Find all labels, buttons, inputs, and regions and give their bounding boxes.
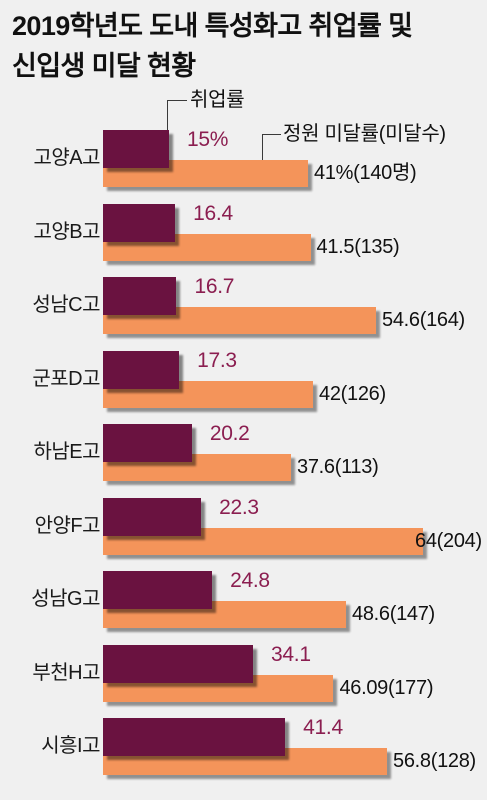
employment-bar	[103, 718, 286, 756]
shortfall-value-label: 37.6(113)	[297, 456, 379, 478]
category-label: 부천H고	[32, 661, 100, 684]
shortfall-value-label: 42(126)	[319, 382, 386, 405]
shortfall-value-label: 64(204)	[415, 529, 482, 552]
shortfall-legend-label: 정원 미달률(미달수)	[283, 123, 446, 145]
chart-row: 시흥I고 41.4 56.8(128)	[0, 716, 487, 782]
category-label: 하남E고	[33, 441, 100, 463]
employment-value-label: 41.4	[303, 716, 343, 739]
employment-bar	[103, 497, 202, 536]
chart-title-line-2: 신입생 미달 현황	[12, 51, 196, 81]
category-label: 안양F고	[34, 514, 101, 537]
chart-row: 하남E고 20.2 37.6(113)	[0, 422, 487, 488]
employment-value-label: 24.8	[230, 569, 270, 592]
shortfall-value-label: 54.6(164)	[382, 309, 465, 331]
category-label: 시흥I고	[41, 735, 100, 757]
chart-title: 2019학년도 도내 특성화고 취업률 및 신입생 미달 현황	[12, 6, 413, 86]
shortfall-value-label: 41.5(135)	[316, 235, 400, 258]
category-label: 군포D고	[32, 367, 100, 390]
shortfall-value-label: 56.8(128)	[393, 750, 476, 772]
chart-row: 안양F고 22.3 64(204)	[0, 495, 487, 562]
category-label: 고양B고	[33, 220, 100, 243]
shortfall-value-label: 46.09(177)	[339, 676, 434, 699]
shortfall-value-label: 48.6(147)	[352, 603, 435, 625]
employment-value-label: 16.7	[194, 275, 235, 298]
employment-value-label: 20.2	[209, 422, 250, 445]
employment-bar	[103, 644, 254, 683]
employment-value-label: 16.4	[193, 201, 233, 225]
shortfall-legend-leader-line	[262, 134, 281, 160]
employment-legend-label: 취업률	[190, 89, 245, 111]
employment-value-label: 17.3	[197, 348, 237, 372]
category-label: 고양A고	[33, 147, 100, 169]
chart-row: 성남C고 16.7 54.6(164)	[0, 275, 487, 341]
employment-value-label: 22.3	[219, 495, 259, 519]
chart-row: 고양A고 15% 41%(140명)	[0, 128, 487, 194]
category-label: 성남G고	[31, 588, 100, 610]
employment-bar	[103, 277, 177, 315]
chart-title-line-1: 2019학년도 도내 특성화고 취업률 및	[12, 11, 413, 41]
employment-bar	[103, 350, 180, 389]
chart-row: 부천H고 34.1 46.09(177)	[0, 642, 487, 709]
employment-value-label: 34.1	[271, 642, 311, 666]
employment-bar	[103, 130, 169, 168]
employment-bar	[103, 571, 213, 609]
category-label: 성남C고	[32, 294, 100, 316]
chart-row: 성남G고 24.8 48.6(147)	[0, 569, 487, 635]
employment-bar	[103, 203, 176, 242]
chart-row: 고양B고 16.4 41.5(135)	[0, 201, 487, 268]
shortfall-value-label: 41%(140명)	[314, 162, 417, 184]
chart-row: 군포D고 17.3 42(126)	[0, 348, 487, 415]
employment-value-label: 15%	[187, 128, 229, 151]
employment-bar	[103, 424, 192, 462]
employment-legend-leader-line	[167, 100, 187, 130]
